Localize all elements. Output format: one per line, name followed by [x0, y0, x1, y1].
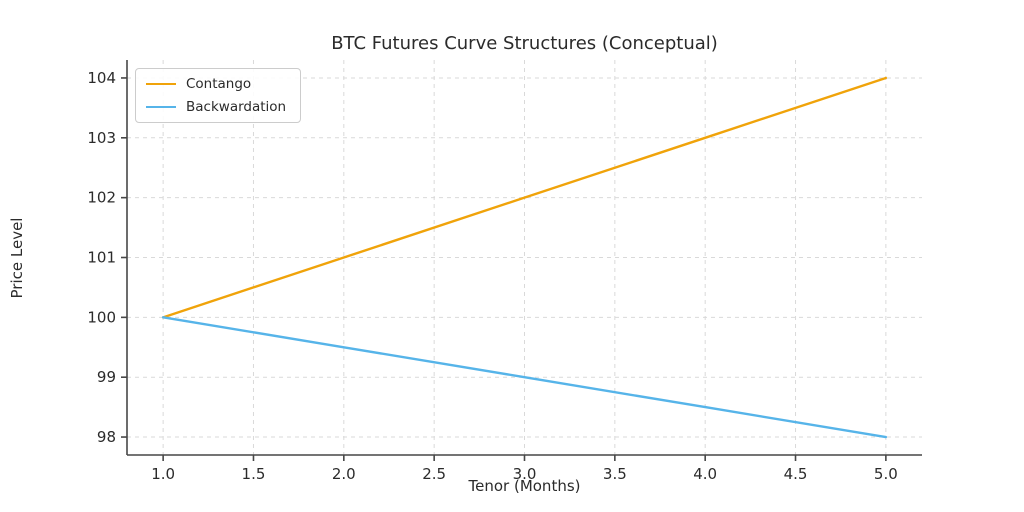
legend: Contango Backwardation [135, 68, 302, 123]
x-tick-label: 4.5 [784, 465, 808, 483]
chart-title: BTC Futures Curve Structures (Conceptual… [331, 33, 718, 54]
legend-item-contango: Contango [146, 76, 286, 92]
contango-line-swatch [146, 83, 176, 85]
x-axis-label: Tenor (Months) [468, 477, 581, 495]
y-tick-label: 104 [87, 69, 116, 87]
backwardation-line [161, 316, 888, 439]
y-tick-label: 101 [87, 249, 116, 267]
x-tick-label: 3.5 [603, 465, 627, 483]
x-tick-label: 2.5 [422, 465, 446, 483]
y-tick-label: 99 [97, 368, 116, 386]
y-tick-label: 98 [97, 428, 116, 446]
x-tick-label: 1.0 [151, 465, 175, 483]
legend-item-backwardation: Backwardation [146, 99, 286, 115]
x-tick-label: 2.0 [332, 465, 356, 483]
y-tick-label: 103 [87, 129, 116, 147]
legend-label-contango: Contango [186, 76, 252, 92]
backwardation-line-swatch [146, 106, 176, 108]
y-axis-label: Price Level [8, 217, 26, 299]
x-tick-label: 3.0 [513, 465, 537, 483]
y-tick-label: 100 [87, 308, 116, 326]
x-tick-label: 4.0 [693, 465, 717, 483]
y-tick-label: 102 [87, 189, 116, 207]
contango-line [161, 76, 888, 319]
legend-label-backwardation: Backwardation [186, 99, 287, 115]
x-tick-label: 1.5 [242, 465, 266, 483]
x-tick-label: 5.0 [874, 465, 898, 483]
